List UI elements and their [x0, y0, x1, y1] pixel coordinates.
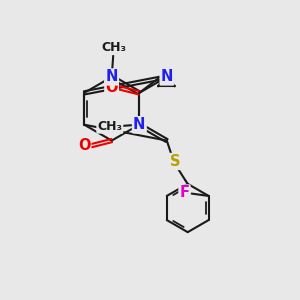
Text: N: N — [106, 70, 118, 85]
Text: N: N — [133, 117, 145, 132]
Text: CH₃: CH₃ — [102, 41, 127, 54]
Text: F: F — [179, 185, 190, 200]
Text: N: N — [160, 70, 173, 85]
Text: O: O — [78, 138, 90, 153]
Text: CH₃: CH₃ — [97, 120, 122, 133]
Text: O: O — [105, 80, 118, 95]
Text: N: N — [133, 117, 145, 132]
Text: S: S — [170, 154, 181, 169]
